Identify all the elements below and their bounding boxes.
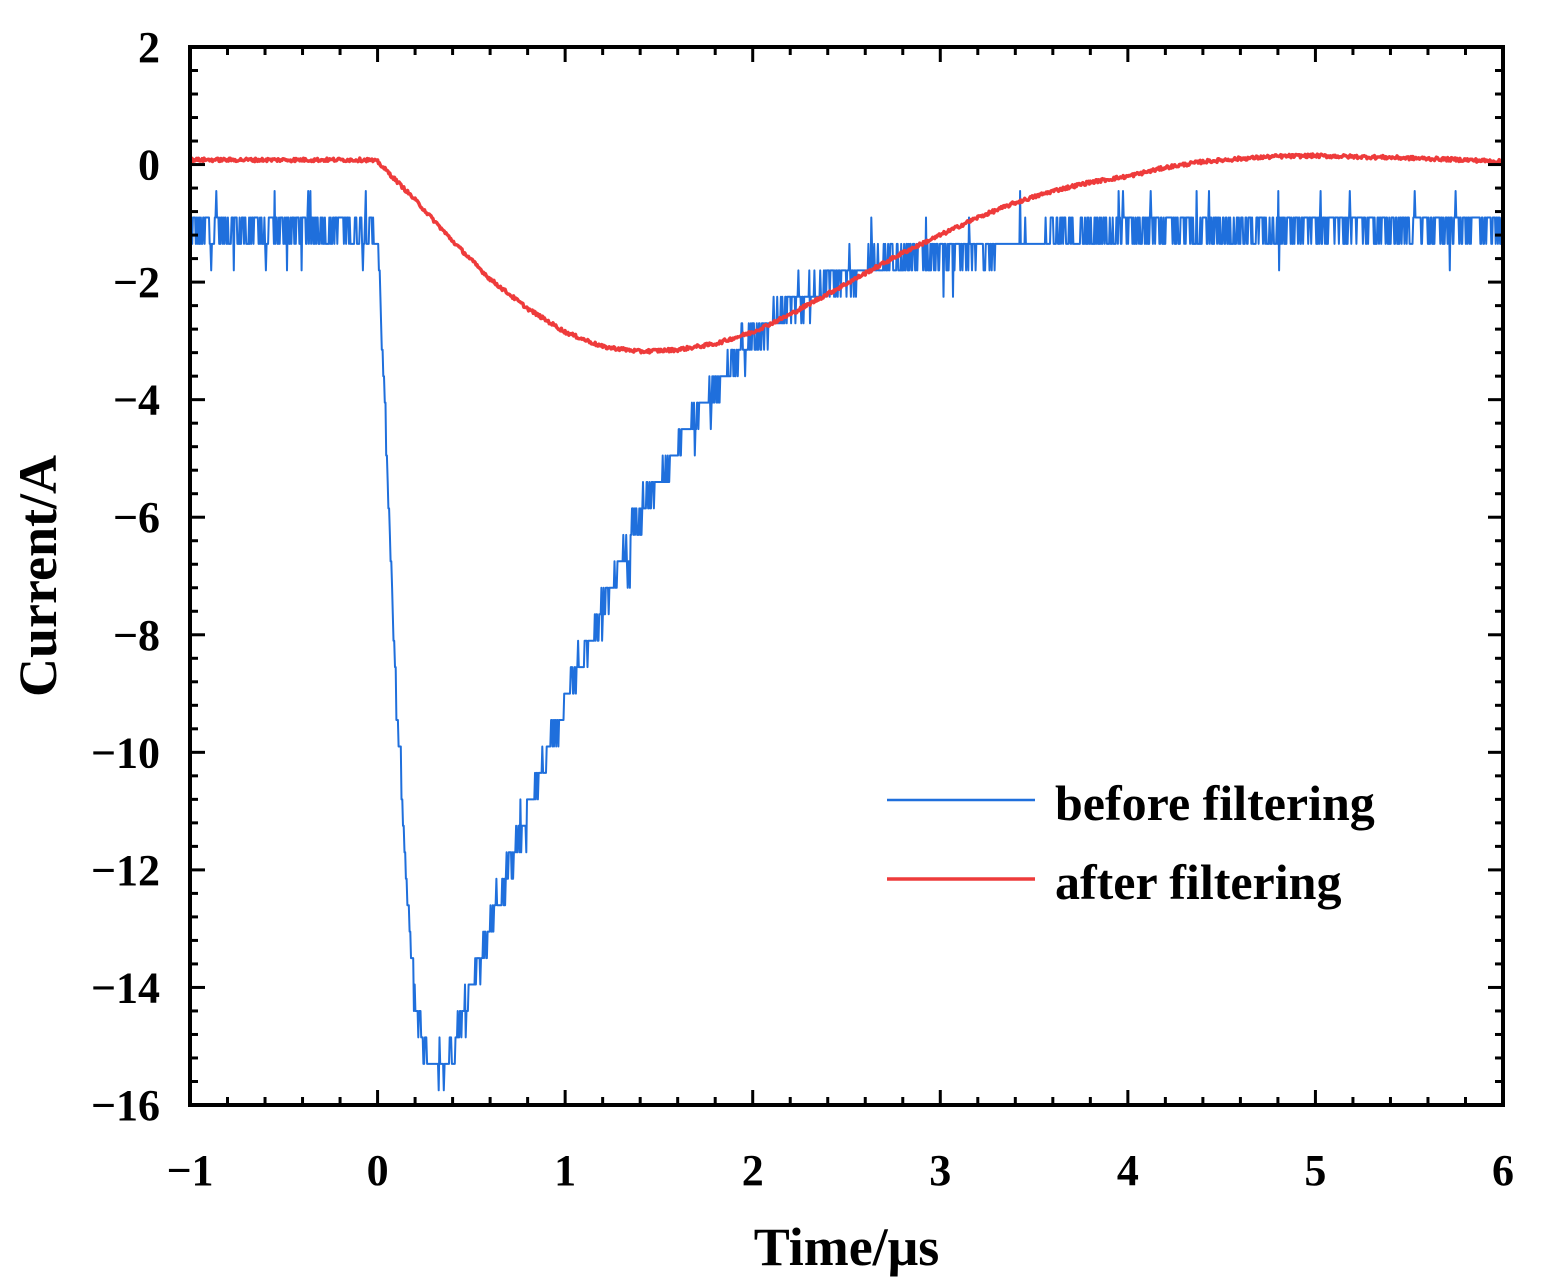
y-tick-label: −8 — [113, 611, 160, 660]
x-axis-title: Time/μs — [754, 1217, 940, 1277]
y-tick-label: −2 — [113, 258, 160, 307]
x-tick-label: 3 — [929, 1146, 951, 1195]
y-tick-label: −12 — [91, 846, 160, 895]
x-tick-label: 5 — [1304, 1146, 1326, 1195]
y-axis-title: Current/A — [8, 455, 68, 697]
legend-label-before-filtering: before filtering — [1055, 775, 1375, 831]
x-tick-label: 0 — [367, 1146, 389, 1195]
y-tick-label: 0 — [138, 141, 160, 190]
series-layer — [189, 152, 1505, 1092]
tick-labels: −1 0 1 2 3 4 5 620−2−4−6−8−10−12−14−16 — [91, 23, 1514, 1195]
x-tick-label: 6 — [1492, 1146, 1514, 1195]
y-tick-label: −4 — [113, 376, 160, 425]
ticks-layer — [188, 45, 1505, 1107]
y-tick-label: −14 — [91, 963, 160, 1012]
y-tick-label: 2 — [138, 23, 160, 72]
x-tick-label: 1 — [554, 1146, 576, 1195]
x-tick-label: −1 — [166, 1146, 213, 1195]
x-tick-label: 2 — [742, 1146, 764, 1195]
series-line-before-filtering — [189, 190, 1504, 1092]
legend-label-after-filtering: after filtering — [1055, 854, 1341, 910]
series-line-after-filtering — [189, 152, 1505, 355]
y-tick-label: −6 — [113, 493, 160, 542]
legend: before filtering after filtering — [887, 775, 1375, 910]
y-tick-label: −10 — [91, 728, 160, 777]
plot-frame — [188, 45, 1505, 1107]
x-tick-label: 4 — [1117, 1146, 1139, 1195]
y-tick-label: −16 — [91, 1081, 160, 1130]
